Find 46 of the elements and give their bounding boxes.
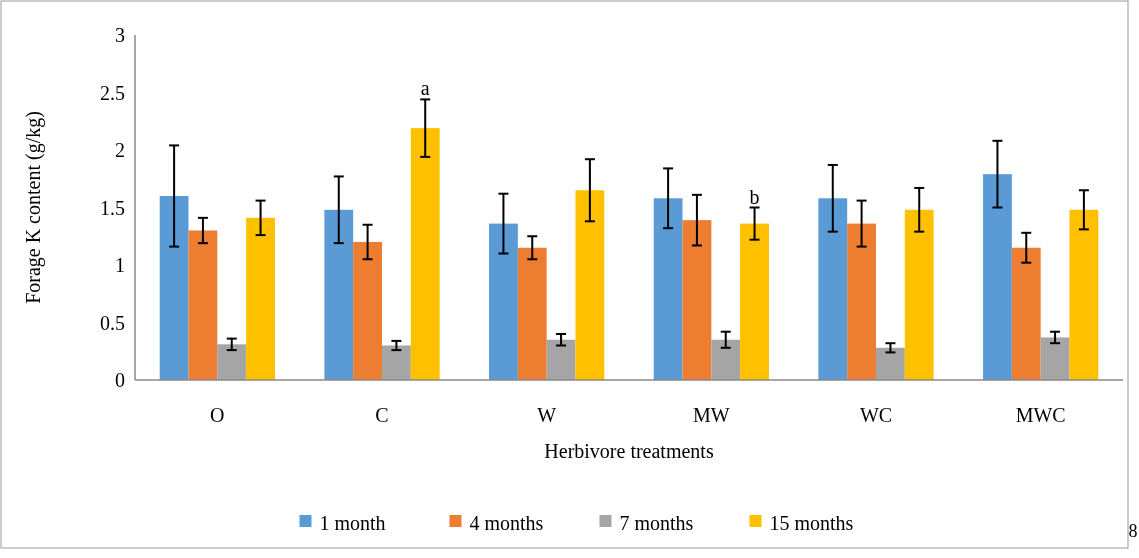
y-tick-label: 3 — [115, 24, 125, 46]
bar — [818, 198, 848, 380]
bar — [188, 230, 218, 380]
x-tick-label: WC — [859, 404, 893, 426]
y-tick-label: 1 — [115, 254, 125, 276]
bar — [410, 128, 440, 380]
legend-label: 1 month — [319, 512, 386, 534]
y-tick-label: 2 — [115, 139, 125, 161]
x-tick-label: C — [375, 404, 389, 426]
bar — [740, 223, 769, 380]
bar — [489, 223, 518, 380]
x-tick-label: W — [537, 404, 557, 426]
text: 8 — [1128, 521, 1138, 541]
bar — [1040, 337, 1070, 380]
y-tick-label: 1.5 — [100, 196, 125, 219]
bar — [711, 339, 741, 380]
bar — [382, 345, 411, 380]
bar — [1069, 209, 1099, 380]
x-axis-title: Herbivore treatments — [544, 440, 714, 462]
bar — [1011, 247, 1041, 380]
bar — [324, 209, 354, 380]
bar — [546, 339, 576, 380]
y-axis-title: Forage K content (g/kg) — [22, 111, 45, 304]
bar — [217, 344, 247, 380]
bar — [517, 247, 547, 380]
x-tick-label: O — [210, 404, 225, 426]
bar — [653, 198, 683, 380]
legend-label: 15 months — [769, 512, 854, 534]
bar — [353, 242, 382, 380]
bar — [983, 174, 1012, 380]
legend-label: 4 months — [469, 512, 544, 534]
x-tick-label: MW — [693, 404, 730, 426]
y-tick-label: 0 — [115, 369, 125, 391]
legend-label: 7 months — [619, 512, 694, 534]
bar — [159, 196, 189, 380]
x-tick-label: MWC — [1015, 404, 1066, 426]
bar — [575, 190, 605, 380]
bar — [876, 347, 905, 380]
annotation: b — [749, 185, 760, 208]
bar — [847, 223, 876, 380]
bar — [682, 220, 712, 380]
bar — [246, 217, 275, 380]
y-tick-label: 2.5 — [100, 81, 125, 104]
y-tick-label: 0.5 — [100, 311, 125, 334]
bar — [904, 209, 934, 380]
annotation: a — [420, 77, 430, 100]
